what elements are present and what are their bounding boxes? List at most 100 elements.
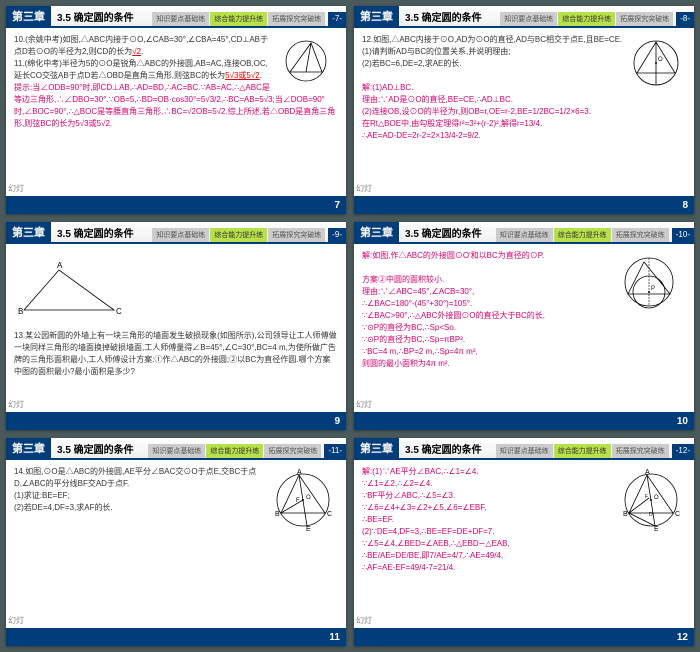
page-number: 9 (334, 416, 340, 427)
slide-footer: 8 (354, 196, 694, 214)
figure-circle1 (276, 36, 336, 86)
tab-advance[interactable]: 综合能力提升练 (206, 444, 263, 458)
text-line: ∵⊙P的直径为BC,∴Sp=πBP². (362, 334, 686, 346)
tab-advance[interactable]: 综合能力提升练 (210, 228, 267, 242)
svg-text:O: O (658, 57, 663, 63)
tab-explore[interactable]: 拓展探究突破练 (264, 444, 321, 458)
tab-explore[interactable]: 拓展探究突破练 (616, 12, 673, 26)
svg-text:C: C (675, 511, 680, 518)
slide-content: OFABCE14.如图,⊙O是△ABC的外接圆,AE平分∠BAC交⊙O于点E,交… (6, 460, 346, 628)
tab-explore[interactable]: 拓展探究突破练 (268, 228, 325, 242)
chapter-label: 第三章 (6, 6, 51, 26)
text-line: 则圆的最小面积为4π m². (362, 358, 686, 370)
text-line: 在Rt△BOE中,由勾股定理得r²=3²+(r-2)²,解得r=13/4. (362, 118, 686, 130)
figure-circle5: OFABCED (619, 468, 684, 533)
slide-header: 第三章 3.5 确定圆的条件 知识要点基础练 综合能力提升练 拓展探究突破练 -… (6, 222, 346, 244)
svg-text:O: O (306, 495, 311, 501)
tab-bar: 知识要点基础练 综合能力提升练 拓展探究突破练 -8- (500, 12, 694, 26)
slide-content: OFABCED解:(1)∵AE平分∠BAC,∴∠1=∠4.∵∠1=∠2,∴∠2=… (354, 460, 694, 628)
tab-advance[interactable]: 综合能力提升练 (210, 12, 267, 26)
page-number: 10 (677, 416, 688, 427)
svg-text:E: E (306, 526, 311, 533)
svg-text:D: D (649, 512, 653, 518)
tab-bar: 知识要点基础练 综合能力提升练 拓展探究突破练 -11- (148, 444, 346, 458)
text-line: 13.某公园新圆的外墙上有一块三角形的墙面发生破损现象(如图所示),公司领导让工… (14, 330, 338, 378)
svg-text:A: A (645, 469, 650, 476)
text-line: ∴AF=AE-EF=49/4-7=21/4. (362, 562, 686, 574)
slide-footer: 7 (6, 196, 346, 214)
footer-label: 幻灯 (8, 615, 24, 626)
tab-basic[interactable]: 知识要点基础练 (496, 228, 553, 242)
text-line: ∵⊙P的直径为BC,∴Sp<So. (362, 322, 686, 334)
page-number: 7 (334, 200, 340, 211)
figure-circle2: O (629, 36, 684, 91)
tab-advance[interactable]: 综合能力提升练 (558, 12, 615, 26)
tab-bar: 知识要点基础练 综合能力提升练 拓展探究突破练 -7- (152, 12, 346, 26)
text-line: . (141, 47, 143, 56)
text-line: ∴AE=AD-DE=2r-2=2×13/4-2=9/2. (362, 130, 686, 142)
svg-text:B: B (623, 511, 628, 518)
slide-content: P解:如图,作△ABC的外接圆⊙O'和以BC为直径的⊙P.方案②中圆的面积较小.… (354, 244, 694, 412)
section-title: 3.5 确定圆的条件 (399, 9, 482, 24)
text-line: ∴BE/AE=DE/BE,即7/AE=4/7,∴AE=49/4, (362, 550, 686, 562)
text-line: √2 (132, 47, 141, 56)
slide-8: 第三章 3.5 确定圆的条件 知识要点基础练 综合能力提升练 拓展探究突破练 -… (354, 6, 694, 214)
figure-triangle: A B C (14, 260, 338, 320)
section-title: 3.5 确定圆的条件 (399, 225, 482, 240)
slide-footer: 10 (354, 412, 694, 430)
tab-explore[interactable]: 拓展探究突破练 (268, 12, 325, 26)
section-title: 3.5 确定圆的条件 (399, 441, 482, 456)
top-page-num: -11- (324, 444, 346, 458)
slide-10: 第三章 3.5 确定圆的条件 知识要点基础练 综合能力提升练 拓展探究突破练 -… (354, 222, 694, 430)
figure-circle3: P (614, 252, 684, 312)
text-line: ∵BC=4 m,∴BP=2 m,∴Sp=4π m², (362, 346, 686, 358)
figure-circle4: OFABCE (271, 468, 336, 533)
chapter-label: 第三章 (6, 222, 51, 242)
text-line: 5√3或5√2 (225, 71, 260, 80)
tab-basic[interactable]: 知识要点基础练 (148, 444, 205, 458)
svg-text:C: C (116, 307, 122, 316)
tab-explore[interactable]: 拓展探究突破练 (612, 444, 669, 458)
svg-text:B: B (275, 511, 280, 518)
top-page-num: -7- (328, 12, 346, 26)
tab-advance[interactable]: 综合能力提升练 (554, 228, 611, 242)
slide-header: 第三章 3.5 确定圆的条件 知识要点基础练 综合能力提升练 拓展探究突破练 -… (354, 6, 694, 28)
svg-text:B: B (18, 307, 23, 316)
top-page-num: -8- (676, 12, 694, 26)
tab-basic[interactable]: 知识要点基础练 (152, 228, 209, 242)
footer-label: 幻灯 (8, 183, 24, 194)
svg-text:P: P (651, 286, 655, 292)
section-title: 3.5 确定圆的条件 (51, 441, 134, 456)
section-title: 3.5 确定圆的条件 (51, 9, 134, 24)
slide-content: O12.如图,△ABC内接于⊙O,AD为⊙O的直径,AD与BC相交于点E,且BE… (354, 28, 694, 196)
tab-bar: 知识要点基础练 综合能力提升练 拓展探究突破练 -10- (496, 228, 694, 242)
svg-text:O: O (654, 495, 659, 501)
slide-header: 第三章 3.5 确定圆的条件 知识要点基础练 综合能力提升练 拓展探究突破练 -… (6, 6, 346, 28)
tab-basic[interactable]: 知识要点基础练 (496, 444, 553, 458)
top-page-num: -12- (672, 444, 694, 458)
text-line: (2)连接OB,设⊙O的半径为r,则OB=r,OE=r-2,BE=1/2BC=1… (362, 106, 686, 118)
chapter-label: 第三章 (354, 6, 399, 26)
tab-basic[interactable]: 知识要点基础练 (152, 12, 209, 26)
slide-11: 第三章 3.5 确定圆的条件 知识要点基础练 综合能力提升练 拓展探究突破练 -… (6, 438, 346, 646)
slide-content: A B C 13.某公园新圆的外墙上有一块三角形的墙面发生破损现象(如图所示),公司领… (6, 244, 346, 412)
slide-9: 第三章 3.5 确定圆的条件 知识要点基础练 综合能力提升练 拓展探究突破练 -… (6, 222, 346, 430)
tab-bar: 知识要点基础练 综合能力提升练 拓展探究突破练 -12- (496, 444, 694, 458)
chapter-label: 第三章 (354, 438, 399, 458)
svg-text:A: A (57, 261, 63, 270)
footer-label: 幻灯 (356, 399, 372, 410)
svg-text:C: C (327, 511, 332, 518)
tab-advance[interactable]: 综合能力提升练 (554, 444, 611, 458)
text-line: ∵∠5=∠4,∠BED=∠AEB,∴△EBD∽△EAB, (362, 538, 686, 550)
text-line: 提示:当∠ODB=90°时,即CD⊥AB,∴AD=BD,∴AC=BC.∵AB=A… (14, 82, 338, 130)
text-line: 理由:∵AD是⊙O的直径,BE=CE,∴AD⊥BC. (362, 94, 686, 106)
footer-label: 幻灯 (8, 399, 24, 410)
section-title: 3.5 确定圆的条件 (51, 225, 134, 240)
slide-footer: 11 (6, 628, 346, 646)
svg-text:F: F (296, 498, 300, 504)
svg-text:E: E (654, 526, 659, 533)
tab-explore[interactable]: 拓展探究突破练 (612, 228, 669, 242)
tab-basic[interactable]: 知识要点基础练 (500, 12, 557, 26)
slide-header: 第三章 3.5 确定圆的条件 知识要点基础练 综合能力提升练 拓展探究突破练 -… (6, 438, 346, 460)
top-page-num: -10- (672, 228, 694, 242)
